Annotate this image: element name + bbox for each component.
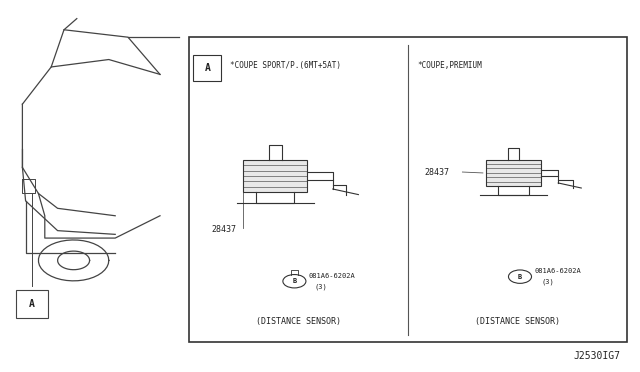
FancyBboxPatch shape <box>16 290 48 318</box>
Text: 081A6-6202A: 081A6-6202A <box>308 273 355 279</box>
Bar <box>243 160 307 192</box>
Text: (DISTANCE SENSOR): (DISTANCE SENSOR) <box>475 317 560 326</box>
Text: *COUPE SPORT/P.(6MT+5AT): *COUPE SPORT/P.(6MT+5AT) <box>230 61 341 70</box>
Text: (3): (3) <box>541 279 554 285</box>
Text: 081A6-6202A: 081A6-6202A <box>534 268 581 274</box>
Text: B: B <box>518 274 522 280</box>
Text: (DISTANCE SENSOR): (DISTANCE SENSOR) <box>256 317 341 326</box>
Text: A: A <box>204 63 211 73</box>
Text: *COUPE,PREMIUM: *COUPE,PREMIUM <box>417 61 483 70</box>
Text: B: B <box>292 278 296 284</box>
Circle shape <box>509 270 531 283</box>
Text: 28437: 28437 <box>424 169 449 177</box>
Bar <box>486 160 541 186</box>
Text: A: A <box>29 299 35 309</box>
Text: J2530IG7: J2530IG7 <box>574 351 621 361</box>
Text: 28437: 28437 <box>211 225 236 234</box>
Text: (3): (3) <box>315 283 328 290</box>
FancyBboxPatch shape <box>193 55 221 81</box>
Circle shape <box>283 275 306 288</box>
Bar <box>189 37 627 342</box>
